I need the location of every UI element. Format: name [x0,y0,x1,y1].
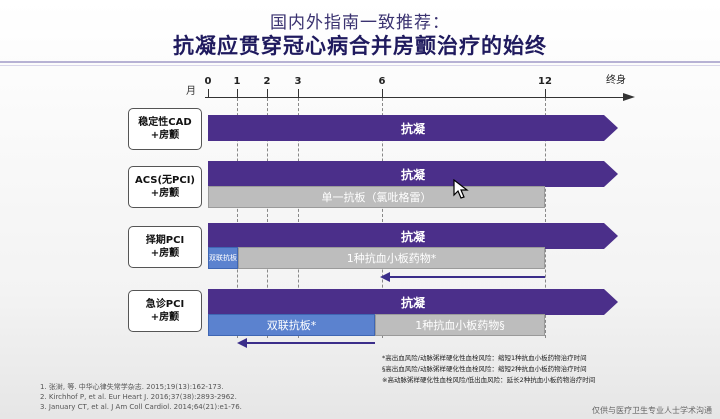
single-antiplatelet-bar: 单一抗板（氯吡格雷） [208,186,545,208]
reference-item: 2. Kirchhof P, et al. Eur Heart J. 2016;… [40,393,237,401]
source-note: 仅供与医疗卫生专业人士学术沟通 [592,406,712,415]
mouse-cursor-icon [453,179,469,199]
tick-mark [382,89,383,97]
shorten-arrow [245,342,375,344]
arrow-left-icon [380,272,390,282]
gridline [298,98,299,338]
gridline [382,98,383,338]
row-label-elective-pci: 择期PCI +房颤 [128,226,202,268]
tick-mark [545,89,546,97]
dual-antiplatelet-bar: 双联抗板 [208,247,238,269]
references: 1. 张澍, 等. 中华心律失常学杂志. 2015;19(13):162-173… [40,382,242,412]
tick-label: 2 [263,76,271,87]
tick-label: 3 [294,76,302,87]
footnote: §高出血风险/动脉粥样硬化性血栓风险：缩短2种抗血小板药物治疗时间 [382,365,587,373]
row-label-text: ACS(无PCI) [135,175,195,186]
anticoag-bar: 抗凝 [208,289,618,315]
tick-mark [237,89,238,97]
tick-mark [298,89,299,97]
shorten-arrow [388,276,545,278]
row-label-text: +房颤 [150,130,180,141]
footnote: *高出血风险/动脉粥样硬化性血栓风险：缩短1种抗血小板药物治疗时间 [382,354,587,362]
anticoag-bar: 抗凝 [208,223,618,249]
lifelong-label: 终身 [606,75,626,86]
axis-unit-label: 月 [186,86,196,97]
reference-item: 3. January CT, et al. J Am Coll Cardiol.… [40,403,242,411]
timeline-arrow-icon [623,93,635,101]
title-divider [0,61,720,63]
tick-label: 0 [204,76,212,87]
page-title: 抗凝应贯穿冠心病合并房颤治疗的始终 [173,34,547,58]
gridline [237,98,238,338]
tick-mark [267,89,268,97]
page-heading: 国内外指南一致推荐： [270,13,450,33]
reference-item: 1. 张澍, 等. 中华心律失常学杂志. 2015;19(13):162-173… [40,383,224,391]
row-label-text: +房颤 [150,248,180,259]
tick-label: 1 [233,76,241,87]
row-label-text: 急诊PCI [145,299,185,310]
row-label-text: 择期PCI [145,235,185,246]
gridline [545,98,546,338]
arrow-left-icon [237,338,247,348]
row-label-text: 稳定性CAD [138,117,192,128]
row-label-text: +房颤 [150,312,180,323]
tick-mark [208,89,209,97]
timeline-axis [205,97,625,98]
single-antiplatelet-bar: 1种抗血小板药物§ [375,314,545,336]
gridline [267,98,268,338]
single-antiplatelet-bar: 1种抗血小板药物* [238,247,545,269]
dual-antiplatelet-bar: 双联抗板* [208,314,375,336]
tick-label: 6 [378,76,386,87]
row-label-emergency-pci: 急诊PCI +房颤 [128,290,202,332]
row-label-stable-cad: 稳定性CAD +房颤 [128,108,202,150]
row-label-text: +房颤 [150,188,180,199]
footnote: ※高动脉粥样硬化性血栓风险/低出血风险：延长2种抗血小板药物治疗时间 [382,376,596,384]
anticoag-bar: 抗凝 [208,161,618,187]
tick-label: 12 [538,76,552,87]
title-divider-thin [0,65,720,66]
anticoag-bar: 抗凝 [208,115,618,141]
row-label-acs: ACS(无PCI) +房颤 [128,166,202,208]
